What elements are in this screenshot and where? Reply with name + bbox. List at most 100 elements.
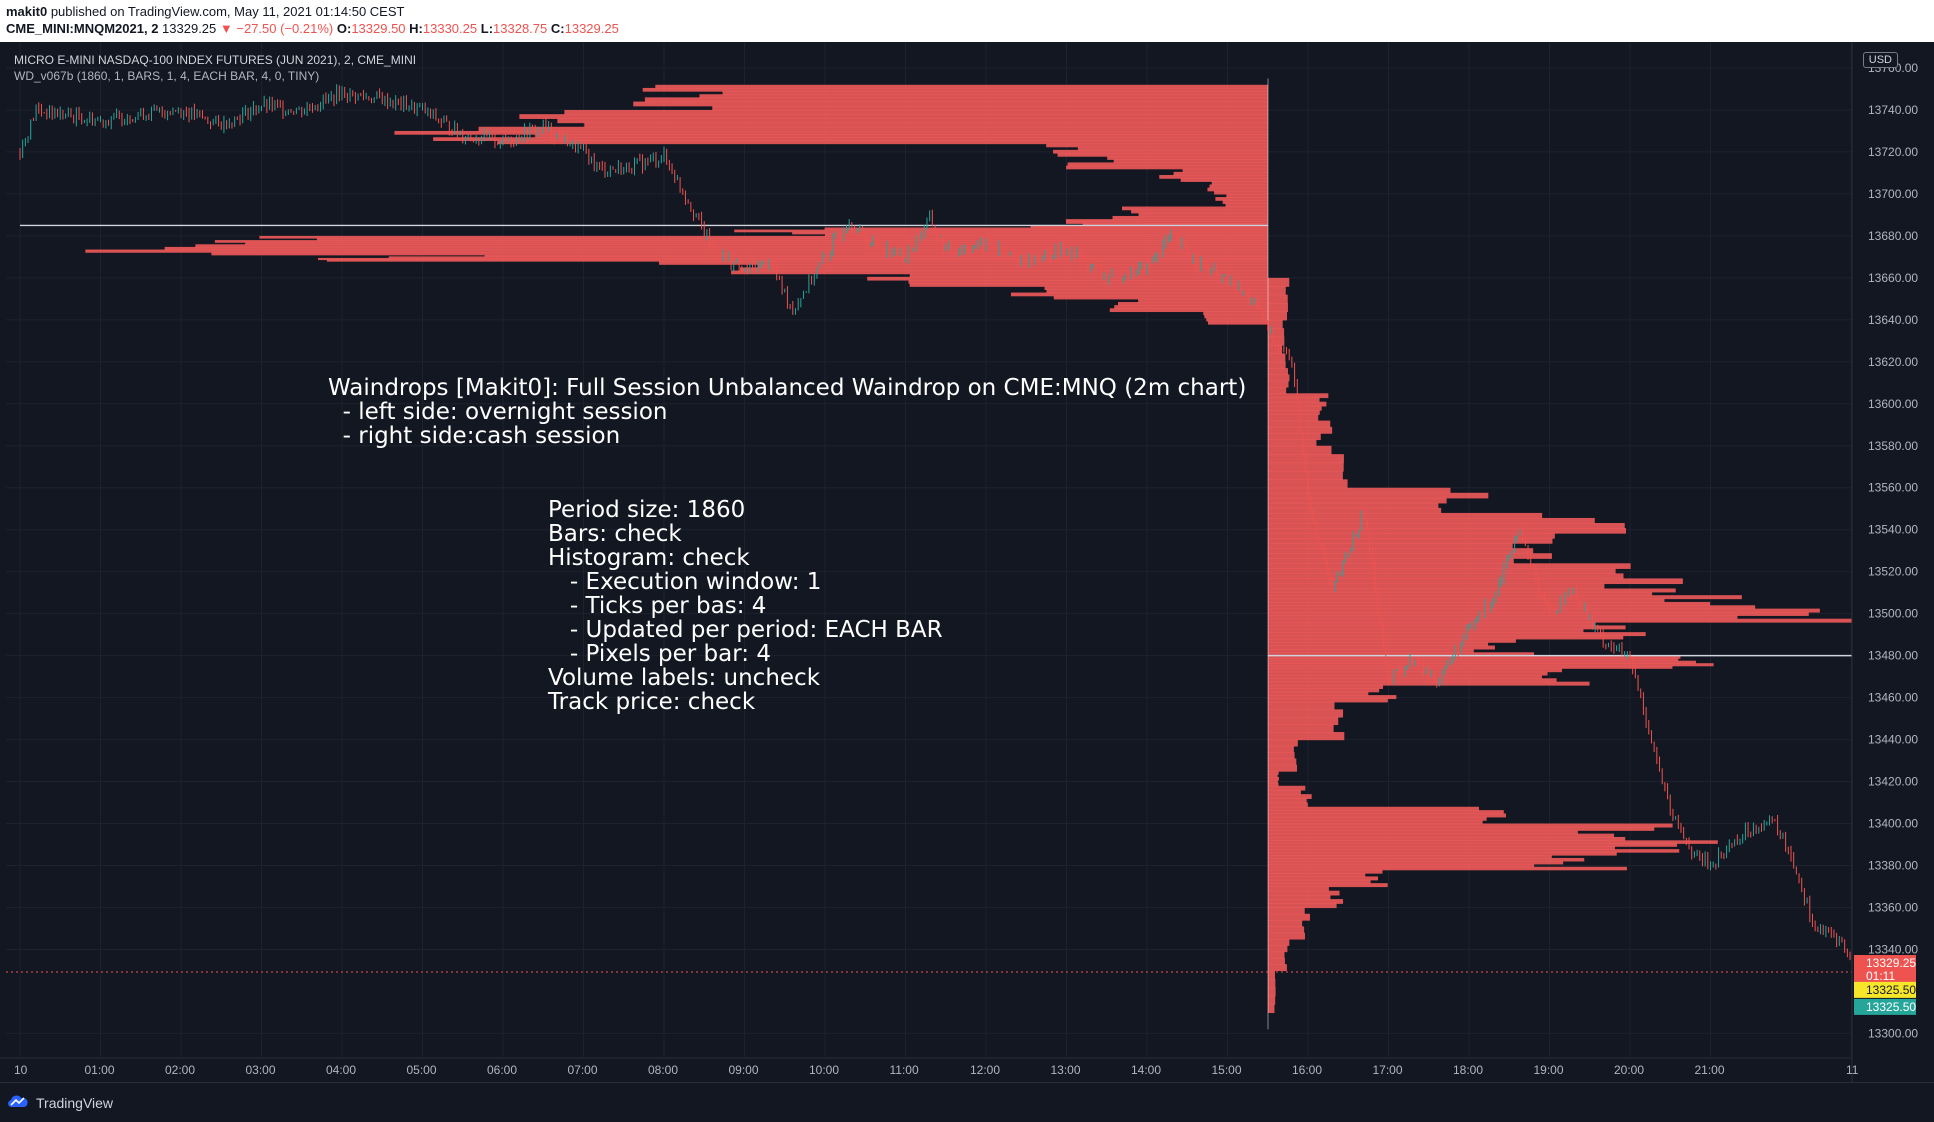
- price-tick-label: 13560.00: [1868, 481, 1918, 495]
- histogram-bar: [1268, 671, 1548, 676]
- published-text: published on TradingView.com, May 11, 20…: [50, 4, 405, 19]
- histogram-bar: [497, 140, 1269, 145]
- histogram-bar: [1226, 193, 1268, 198]
- histogram-bar: [1268, 752, 1295, 760]
- histogram-bar: [1268, 401, 1327, 407]
- price-tick-label: 13520.00: [1868, 565, 1918, 579]
- price-badge-label: 13325.50: [1866, 983, 1916, 997]
- histogram-bar: [1268, 830, 1578, 835]
- histogram-bar: [1268, 353, 1286, 363]
- histogram-bar: [1268, 568, 1616, 574]
- histogram-bar: [1268, 601, 1711, 606]
- histogram-bar: [1107, 156, 1268, 160]
- time-tick-label: 12:00: [970, 1063, 1000, 1077]
- histogram-bar: [1268, 583, 1605, 590]
- time-tick-label: 21:00: [1695, 1063, 1725, 1077]
- histogram-bar: [1268, 645, 1495, 650]
- histogram-bar: [1268, 638, 1516, 643]
- chart-pane[interactable]: 13760.0013740.0013720.0013700.0013680.00…: [0, 42, 1934, 1082]
- histogram-bar: [1268, 470, 1343, 480]
- price-tick-label: 13680.00: [1868, 229, 1918, 243]
- histogram-bar: [1180, 178, 1268, 182]
- price-tick-label: 13700.00: [1868, 187, 1918, 201]
- instrument-title[interactable]: MICRO E-MINI NASDAQ-100 INDEX FUTURES (J…: [14, 53, 417, 67]
- histogram-bar: [1268, 907, 1305, 915]
- histogram-bar: [1173, 171, 1268, 176]
- histogram-bar: [1268, 886, 1329, 892]
- histogram-bar: [1268, 876, 1379, 881]
- histogram-bar: [1268, 591, 1653, 596]
- histogram-bar: [1268, 698, 1388, 703]
- time-tick-label: 04:00: [326, 1063, 356, 1077]
- histogram-bar: [1268, 618, 1869, 623]
- histogram-bar: [644, 97, 1268, 103]
- histogram-bar: [1268, 410, 1320, 415]
- price-badge-label: 01:11: [1866, 969, 1895, 983]
- histogram-bar: [1268, 668, 1563, 673]
- histogram-bar: [1268, 361, 1286, 369]
- price-badge: [1854, 998, 1916, 1015]
- publish-line: makit0 published on TradingView.com, May…: [6, 4, 404, 19]
- histogram-bar: [1268, 558, 1514, 564]
- price-tick-label: 13500.00: [1868, 607, 1918, 621]
- price-tick-label: 13480.00: [1868, 649, 1918, 663]
- histogram-bar: [1268, 820, 1483, 825]
- histogram-bar: [1268, 528, 1627, 534]
- histogram-bar: [1268, 635, 1624, 640]
- time-tick-label: 02:00: [165, 1063, 195, 1077]
- histogram-bar: [731, 270, 1268, 275]
- histogram-bar: [1067, 162, 1268, 167]
- histogram-bar: [1268, 632, 1646, 637]
- histogram-bar: [792, 231, 1268, 235]
- histogram-bar: [1268, 286, 1286, 296]
- histogram-bar: [655, 84, 1268, 89]
- histogram-bar: [1065, 219, 1268, 222]
- price-tick-label: 13600.00: [1868, 397, 1918, 411]
- histogram-bar: [1268, 573, 1624, 580]
- histogram-bar: [1268, 665, 1673, 669]
- price-tick-label: 13540.00: [1868, 523, 1918, 537]
- symbol-line: CME_MINI:MNQM2021, 2 13329.25 ▼ −27.50 (…: [6, 21, 619, 36]
- histogram-bar: [1057, 152, 1268, 157]
- histogram-bar: [1268, 655, 1681, 659]
- histogram-bar: [1207, 187, 1268, 192]
- publisher-name[interactable]: makit0: [6, 4, 48, 19]
- currency-badge[interactable]: USD: [1862, 52, 1898, 68]
- tradingview-brand[interactable]: TradingView: [6, 1093, 113, 1112]
- price-tick-label: 13460.00: [1868, 691, 1918, 705]
- histogram-bar: [1268, 938, 1290, 946]
- histogram-bar: [1268, 380, 1289, 388]
- time-tick-label: 05:00: [407, 1063, 437, 1077]
- price-axis[interactable]: [1852, 42, 1934, 1082]
- histogram-bar: [1131, 209, 1268, 214]
- histogram-bar: [1268, 995, 1276, 1005]
- histogram-bar: [1268, 608, 1820, 613]
- histogram-bar: [1138, 298, 1268, 303]
- histogram-bar: [1268, 899, 1344, 904]
- histogram-bar: [1268, 978, 1276, 988]
- price-chart[interactable]: 13760.0013740.0013720.0013700.0013680.00…: [0, 42, 1934, 1082]
- histogram-bar: [1268, 522, 1625, 529]
- histogram-bar: [1268, 810, 1504, 815]
- histogram-bar: [1268, 890, 1340, 896]
- price-tick-label: 13400.00: [1868, 817, 1918, 831]
- histogram-bar: [1268, 625, 1626, 630]
- price-tick-label: 13620.00: [1868, 355, 1918, 369]
- histogram-bar: [1268, 414, 1319, 422]
- price-badge: [1854, 981, 1916, 998]
- histogram-bar: [1203, 311, 1268, 316]
- histogram-bar: [1268, 487, 1451, 494]
- indicator-legend[interactable]: WD_v067b (1860, 1, BARS, 1, 4, EACH BAR,…: [14, 69, 320, 83]
- histogram-bar: [1268, 849, 1680, 853]
- histogram-bar: [1268, 652, 1535, 657]
- histogram-bar: [1268, 294, 1288, 304]
- histogram-bar: [1268, 932, 1306, 940]
- close-label: C:: [550, 21, 565, 36]
- symbol-label: CME_MINI:MNQM2021, 2: [6, 21, 159, 36]
- histogram-bar: [1206, 317, 1268, 322]
- time-tick-label: 11: [1846, 1063, 1859, 1077]
- price-tick-label: 13660.00: [1868, 271, 1918, 285]
- price-badge: [1854, 968, 1916, 985]
- annotation-settings: Period size: 1860 Bars: check Histogram:…: [548, 497, 943, 715]
- histogram-bar: [1030, 225, 1268, 229]
